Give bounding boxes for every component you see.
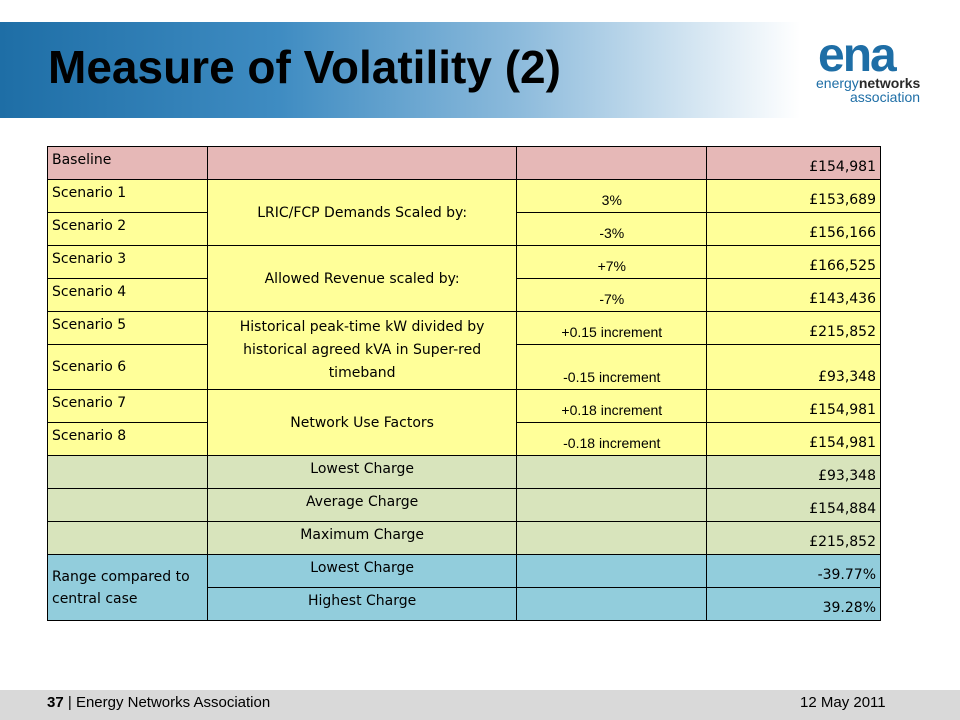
- table-row: Scenario 8 -0.18 increment £154,981: [47, 422, 881, 456]
- charge-cell: £166,525: [706, 245, 881, 279]
- method-cell: Network Use Factors: [206, 389, 518, 456]
- adjustment-cell: -0.18 increment: [516, 422, 708, 456]
- table-row: Scenario 6 -0.15 increment £93,348: [47, 344, 881, 390]
- row-label: Scenario 8: [47, 422, 208, 456]
- logo-mark: ena: [818, 29, 897, 82]
- ena-logo: ena energynetworks association: [816, 29, 931, 108]
- page-number: 37: [47, 694, 64, 711]
- charge-cell: £143,436: [706, 278, 881, 312]
- table-row: Maximum Charge £215,852: [47, 521, 881, 555]
- range-value-cell: -39.77%: [706, 554, 881, 588]
- logo-line1: energynetworks: [816, 76, 931, 90]
- row-label: Scenario 3: [47, 245, 208, 279]
- table-row: Highest Charge 39.28%: [48, 587, 881, 621]
- footer-left: 37 | Energy Networks Association: [47, 694, 270, 711]
- adjustment-cell: [516, 587, 708, 621]
- charge-cell: £154,981: [706, 389, 881, 423]
- adjustment-cell: [516, 146, 708, 180]
- row-label: [47, 488, 208, 522]
- table-row: Scenario 3 Allowed Revenue scaled by: +7…: [47, 245, 881, 312]
- charge-cell: £153,689: [706, 179, 881, 213]
- range-label: Lowest Charge: [206, 554, 518, 588]
- footer-date: 12 May 2011: [800, 694, 886, 711]
- footer-separator: |: [67, 694, 72, 711]
- logo-word-association: association: [850, 89, 921, 105]
- row-label: Scenario 1: [47, 179, 208, 213]
- summary-label: Average Charge: [206, 488, 518, 522]
- table-row: Scenario 2 -3% £156,166: [47, 212, 881, 246]
- charge-cell: £215,852: [706, 311, 881, 345]
- volatility-table: Baseline £154,981 Scenario 1 LRIC/FCP De…: [47, 146, 881, 621]
- method-cell: LRIC/FCP Demands Scaled by:: [206, 179, 518, 246]
- range-label: Highest Charge: [206, 587, 518, 621]
- adjustment-cell: +0.18 increment: [516, 389, 708, 423]
- range-value-cell: 39.28%: [706, 587, 881, 621]
- charge-cell: £154,981: [706, 146, 881, 180]
- method-cell: Historical peak-time kW divided by histo…: [206, 311, 518, 390]
- charge-cell: £154,884: [706, 488, 881, 522]
- table-row: Scenario 1 LRIC/FCP Demands Scaled by: 3…: [47, 179, 881, 246]
- charge-cell: £93,348: [706, 344, 881, 390]
- adjustment-cell: -3%: [516, 212, 708, 246]
- footer-organization: Energy Networks Association: [75, 694, 271, 711]
- table-row: Average Charge £154,884: [47, 488, 881, 522]
- adjustment-cell: [516, 455, 708, 489]
- summary-label: Lowest Charge: [206, 455, 518, 489]
- row-label: Range compared to central case: [47, 554, 208, 621]
- footer-bar: [0, 690, 960, 720]
- row-label: [47, 455, 208, 489]
- charge-cell: £93,348: [706, 455, 881, 489]
- method-cell: [206, 146, 518, 180]
- table-row: Scenario 7 Network Use Factors +0.18 inc…: [47, 389, 881, 456]
- header-band: [0, 22, 800, 118]
- table-row: Baseline £154,981: [47, 146, 881, 180]
- row-label: Scenario 6: [47, 344, 208, 390]
- logo-word-networks: networks: [858, 75, 921, 91]
- adjustment-cell: -7%: [516, 278, 708, 312]
- row-label: Scenario 4: [47, 278, 208, 312]
- charge-cell: £154,981: [706, 422, 881, 456]
- row-label: Scenario 2: [47, 212, 208, 246]
- charge-cell: £156,166: [706, 212, 881, 246]
- table-row: Range compared to central case Lowest Ch…: [47, 554, 881, 621]
- adjustment-cell: +0.15 increment: [516, 311, 708, 345]
- table-row: Lowest Charge £93,348: [47, 455, 881, 489]
- adjustment-cell: -0.15 increment: [516, 344, 708, 390]
- adjustment-cell: [516, 554, 708, 588]
- adjustment-cell: 3%: [516, 179, 708, 213]
- row-label: Scenario 5: [47, 311, 208, 345]
- adjustment-cell: [516, 521, 708, 555]
- logo-word-energy: energy: [816, 75, 859, 91]
- method-cell: Allowed Revenue scaled by:: [206, 245, 518, 312]
- table-row: Scenario 4 -7% £143,436: [47, 278, 881, 312]
- row-label: Scenario 7: [47, 389, 208, 423]
- row-label: [47, 521, 208, 555]
- page-title: Measure of Volatility (2): [48, 41, 561, 93]
- table-row: Scenario 5 Historical peak-time kW divid…: [47, 311, 881, 390]
- charge-cell: £215,852: [706, 521, 881, 555]
- adjustment-cell: +7%: [516, 245, 708, 279]
- row-label: Baseline: [47, 146, 208, 180]
- adjustment-cell: [516, 488, 708, 522]
- summary-label: Maximum Charge: [206, 521, 518, 555]
